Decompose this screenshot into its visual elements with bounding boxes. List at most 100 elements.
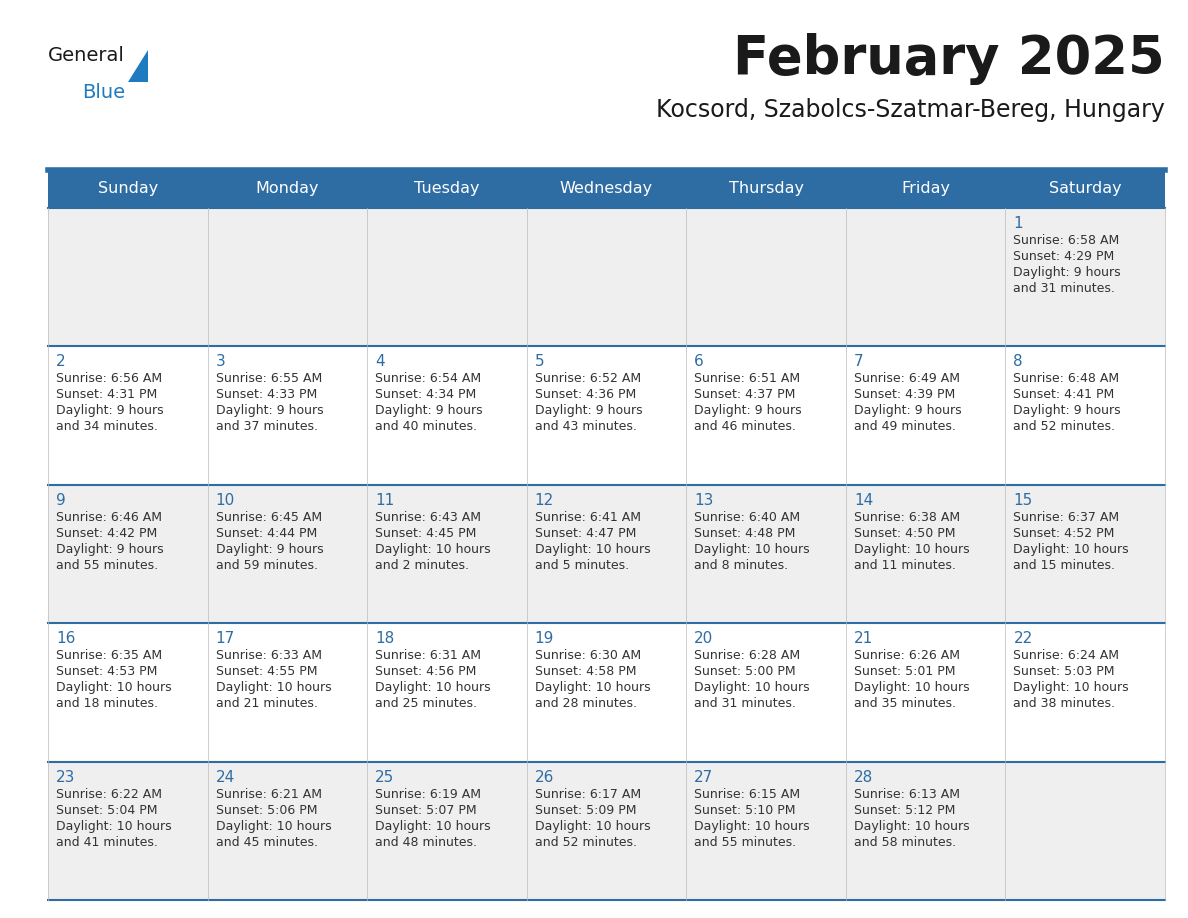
Text: Sunrise: 6:56 AM: Sunrise: 6:56 AM <box>56 373 162 386</box>
Text: 26: 26 <box>535 769 554 785</box>
Bar <box>526 485 687 623</box>
Text: Sunrise: 6:43 AM: Sunrise: 6:43 AM <box>375 510 481 524</box>
Bar <box>846 208 1005 346</box>
Text: and 5 minutes.: and 5 minutes. <box>535 559 628 572</box>
Bar <box>48 762 208 900</box>
Text: Sunset: 4:36 PM: Sunset: 4:36 PM <box>535 388 636 401</box>
Text: Daylight: 10 hours: Daylight: 10 hours <box>694 681 810 694</box>
Text: and 2 minutes.: and 2 minutes. <box>375 559 469 572</box>
Text: Daylight: 10 hours: Daylight: 10 hours <box>1013 543 1129 555</box>
Text: Daylight: 10 hours: Daylight: 10 hours <box>694 820 810 833</box>
Text: and 31 minutes.: and 31 minutes. <box>694 697 796 711</box>
Text: Daylight: 10 hours: Daylight: 10 hours <box>854 820 969 833</box>
Bar <box>1005 762 1165 900</box>
Text: and 59 minutes.: and 59 minutes. <box>215 559 317 572</box>
Bar <box>367 623 526 762</box>
Bar <box>208 623 367 762</box>
Text: and 21 minutes.: and 21 minutes. <box>215 697 317 711</box>
Text: and 52 minutes.: and 52 minutes. <box>1013 420 1116 433</box>
Text: and 48 minutes.: and 48 minutes. <box>375 835 478 848</box>
Text: Sunset: 5:04 PM: Sunset: 5:04 PM <box>56 803 158 817</box>
Text: 4: 4 <box>375 354 385 369</box>
Text: Sunrise: 6:22 AM: Sunrise: 6:22 AM <box>56 788 162 800</box>
Bar <box>687 346 846 485</box>
Text: Sunset: 4:56 PM: Sunset: 4:56 PM <box>375 666 476 678</box>
Text: Daylight: 10 hours: Daylight: 10 hours <box>694 543 810 555</box>
Text: Sunrise: 6:28 AM: Sunrise: 6:28 AM <box>694 649 801 662</box>
Text: and 37 minutes.: and 37 minutes. <box>215 420 317 433</box>
Text: Sunset: 4:33 PM: Sunset: 4:33 PM <box>215 388 317 401</box>
Bar <box>526 623 687 762</box>
Text: and 18 minutes.: and 18 minutes. <box>56 697 158 711</box>
Text: Daylight: 9 hours: Daylight: 9 hours <box>1013 266 1121 279</box>
Text: Daylight: 10 hours: Daylight: 10 hours <box>56 820 171 833</box>
Text: 28: 28 <box>854 769 873 785</box>
Text: Sunrise: 6:37 AM: Sunrise: 6:37 AM <box>1013 510 1119 524</box>
Text: Sunset: 4:31 PM: Sunset: 4:31 PM <box>56 388 157 401</box>
Text: Sunday: Sunday <box>97 182 158 196</box>
Text: Daylight: 10 hours: Daylight: 10 hours <box>215 681 331 694</box>
Bar <box>208 346 367 485</box>
Text: Sunset: 5:12 PM: Sunset: 5:12 PM <box>854 803 955 817</box>
Bar <box>48 485 208 623</box>
Text: Daylight: 10 hours: Daylight: 10 hours <box>535 681 650 694</box>
Text: Daylight: 10 hours: Daylight: 10 hours <box>215 820 331 833</box>
Polygon shape <box>128 50 148 82</box>
Text: Daylight: 9 hours: Daylight: 9 hours <box>56 543 164 555</box>
Text: Sunset: 5:01 PM: Sunset: 5:01 PM <box>854 666 955 678</box>
Text: Sunset: 5:10 PM: Sunset: 5:10 PM <box>694 803 796 817</box>
Text: and 55 minutes.: and 55 minutes. <box>694 835 796 848</box>
Text: Sunrise: 6:40 AM: Sunrise: 6:40 AM <box>694 510 801 524</box>
Bar <box>687 762 846 900</box>
Text: 25: 25 <box>375 769 394 785</box>
Text: and 31 minutes.: and 31 minutes. <box>1013 282 1116 295</box>
Text: Thursday: Thursday <box>728 182 803 196</box>
Bar <box>1005 346 1165 485</box>
Text: and 40 minutes.: and 40 minutes. <box>375 420 478 433</box>
Text: Sunrise: 6:45 AM: Sunrise: 6:45 AM <box>215 510 322 524</box>
Bar <box>846 623 1005 762</box>
Text: Sunset: 4:45 PM: Sunset: 4:45 PM <box>375 527 476 540</box>
Text: 2: 2 <box>56 354 65 369</box>
Text: Sunrise: 6:58 AM: Sunrise: 6:58 AM <box>1013 234 1119 247</box>
Bar <box>1005 623 1165 762</box>
Bar <box>48 623 208 762</box>
Text: Monday: Monday <box>255 182 320 196</box>
Text: 10: 10 <box>215 493 235 508</box>
Text: Daylight: 10 hours: Daylight: 10 hours <box>535 543 650 555</box>
Text: Daylight: 9 hours: Daylight: 9 hours <box>694 405 802 418</box>
Text: and 45 minutes.: and 45 minutes. <box>215 835 317 848</box>
Text: Sunrise: 6:31 AM: Sunrise: 6:31 AM <box>375 649 481 662</box>
Text: Daylight: 10 hours: Daylight: 10 hours <box>56 681 171 694</box>
Text: Sunrise: 6:24 AM: Sunrise: 6:24 AM <box>1013 649 1119 662</box>
Text: Sunrise: 6:55 AM: Sunrise: 6:55 AM <box>215 373 322 386</box>
Bar <box>367 485 526 623</box>
Text: Daylight: 9 hours: Daylight: 9 hours <box>215 543 323 555</box>
Text: and 49 minutes.: and 49 minutes. <box>854 420 955 433</box>
Text: 18: 18 <box>375 632 394 646</box>
Text: 19: 19 <box>535 632 554 646</box>
Bar <box>48 208 208 346</box>
Bar <box>526 762 687 900</box>
Text: Daylight: 10 hours: Daylight: 10 hours <box>375 820 491 833</box>
Bar <box>687 485 846 623</box>
Bar <box>846 346 1005 485</box>
Text: Sunrise: 6:35 AM: Sunrise: 6:35 AM <box>56 649 162 662</box>
Text: Wednesday: Wednesday <box>560 182 653 196</box>
Text: Friday: Friday <box>902 182 950 196</box>
Text: and 55 minutes.: and 55 minutes. <box>56 559 158 572</box>
Text: Sunset: 5:07 PM: Sunset: 5:07 PM <box>375 803 476 817</box>
Text: Sunset: 5:09 PM: Sunset: 5:09 PM <box>535 803 637 817</box>
Text: Sunrise: 6:17 AM: Sunrise: 6:17 AM <box>535 788 640 800</box>
Text: Sunset: 4:34 PM: Sunset: 4:34 PM <box>375 388 476 401</box>
Text: and 8 minutes.: and 8 minutes. <box>694 559 789 572</box>
Text: Sunrise: 6:30 AM: Sunrise: 6:30 AM <box>535 649 640 662</box>
Text: Blue: Blue <box>82 83 125 102</box>
Text: 8: 8 <box>1013 354 1023 369</box>
Text: and 52 minutes.: and 52 minutes. <box>535 835 637 848</box>
Text: Daylight: 10 hours: Daylight: 10 hours <box>375 543 491 555</box>
Text: Daylight: 9 hours: Daylight: 9 hours <box>375 405 482 418</box>
Text: and 11 minutes.: and 11 minutes. <box>854 559 955 572</box>
Text: Sunset: 4:58 PM: Sunset: 4:58 PM <box>535 666 637 678</box>
Text: Daylight: 9 hours: Daylight: 9 hours <box>1013 405 1121 418</box>
